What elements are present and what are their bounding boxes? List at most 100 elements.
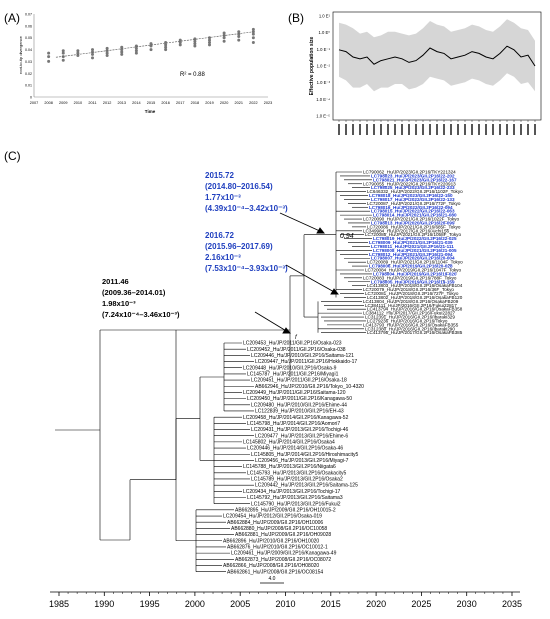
- b-ytick-label: 1.0 E⁰: [319, 30, 331, 35]
- n2-line-2: (2015.96–2017.69): [205, 242, 273, 251]
- a-ytick-label: 0.02: [25, 72, 32, 76]
- tip-label: LC145790_Hu/JP/2013/GII.2P16/Fukui2: [251, 501, 341, 507]
- a-data-point: [208, 38, 211, 42]
- tip-label: LC720087_Hu/JP/2021/GII.2P16/772F_Tokyo: [367, 201, 461, 206]
- a-data-point: [222, 31, 226, 35]
- annotation-node-2016: 2016.72 (2015.96–2017.69) 2.16x10⁻³ (7.5…: [205, 231, 288, 273]
- a-xtick-label: 2015: [147, 101, 155, 105]
- b-ytick-label: 1.0 E⁻⁴: [316, 97, 330, 102]
- a-data-point: [76, 51, 80, 55]
- tip-label-study: LC798017_Hu/JP/2022/GII.2P16/22-133: [371, 197, 455, 202]
- tip-label: LC720085_Hu/JP/2021/GII.2P16/1058F_Tokyo: [365, 232, 461, 237]
- tip-label: LC209442_Hu/JP/2013/GII.2P16/Saitama-125: [255, 483, 358, 489]
- a-data-point: [251, 40, 255, 44]
- time-axis-label: 2015: [321, 599, 341, 609]
- b-xtick-label: [443, 124, 445, 135]
- time-axis-label: 2000: [185, 599, 205, 609]
- a-data-point: [251, 27, 255, 31]
- tip-label-study: LC798021_Hu/JP/2023/GII.2P16/22-167: [373, 177, 457, 182]
- a-data-point: [134, 46, 138, 50]
- a-xtick-label: 2019: [205, 101, 213, 105]
- annotation-node-2011: 2011.46 (2009.36–2014.01) 1.98x10⁻³ (7.2…: [102, 277, 180, 319]
- n1-line-3: 1.77x10⁻³: [205, 193, 241, 202]
- a-xtick-label: 2007: [30, 101, 38, 105]
- b-xtick-label: [359, 124, 361, 135]
- a-data-point: [61, 58, 65, 62]
- a-data-point: [134, 51, 138, 55]
- annotation-arrows: [254, 212, 339, 334]
- tip-label: LC720086_Hu/JP/2021/GII.2P16/685F_Tokyo: [367, 224, 461, 229]
- tip-label: LC209447_Hu/JP/2011/GII.2P16/Hokkaido-17: [255, 359, 357, 365]
- tip-label: LC646332_Hu/JP/2022/GII.2P16/1102F_Tokyo: [367, 189, 463, 194]
- tip-label: AB662873_Hu/JP/2008/GII.2P16/OC08072: [235, 557, 331, 563]
- b-ytick-label: 1.0 E⁻³: [317, 80, 331, 85]
- tip-label: AB662946_Hu/JP/2010/GII.2P16/Tokyo_10-43…: [255, 384, 364, 390]
- b-median-line: [338, 45, 536, 67]
- b-xtick-label: [450, 124, 452, 135]
- tip-label: LC413804_Hu/JP/2018/GII.2P16/OsakaFB209: [363, 299, 459, 304]
- tip-label: LC145788_Hu/JP/2013/GII.2P16/Niigata6: [243, 464, 336, 470]
- a-data-point: [91, 48, 94, 52]
- n3-line-1: 2011.46: [102, 277, 129, 286]
- a-data-point: [105, 46, 109, 50]
- a-data-point: [164, 45, 168, 49]
- b-xtick-label: [345, 124, 347, 135]
- a-xtick-label: 2008: [44, 101, 52, 105]
- tip-label: LC145787_Hu/JP/2011/GII.2P16/Miyagi1: [247, 372, 339, 378]
- n3-line-4: (7.24x10⁻⁴–3.46x10⁻³): [102, 310, 180, 319]
- n3-line-2: (2009.36–2014.01): [102, 288, 166, 297]
- tip-label-study: LC798023_Hu/JP/2023/GII.2P16/22-202: [371, 173, 455, 178]
- b-xtick-label: [408, 124, 410, 135]
- tip-label: LC413793_Hu/JP/2016/GII.2P16/OsakaFB355: [363, 322, 459, 327]
- b-xtick-label: [436, 124, 438, 135]
- a-xtick-label: 2009: [59, 101, 67, 105]
- a-xtick-label: 2021: [235, 101, 243, 105]
- panel-label-b: (B): [288, 11, 304, 25]
- tip-label-study: LC798005_Hu/JP/2019/GII.2P16/19-159: [371, 279, 455, 284]
- a-ytick-label: 0.05: [25, 36, 32, 40]
- tip-label-study: LC798018_Hu/JP/2023/GII.2P16/22-150: [369, 193, 453, 198]
- b-ytick-label: 1.0 E¹: [319, 14, 331, 19]
- a-trendline: [55, 31, 254, 58]
- arrow-n3: [254, 311, 289, 333]
- a-data-point: [47, 51, 51, 55]
- tip-label-study: LC798013_Hu/JP/2020/GII.2P16/20-099: [371, 220, 455, 225]
- tip-label: LC145793_Hu/JP/2013/GII.2P16/Osakacity5: [247, 470, 346, 476]
- tip-label: LC209431_Hu/JP/2013/GII.2P16/Tochigi-46: [251, 427, 349, 433]
- time-axis-label: 2005: [230, 599, 250, 609]
- n1-line-1: 2015.72: [205, 171, 234, 180]
- tip-label: AB662876_Hu/JP/2010/GII.2P16/OC10012-1: [227, 545, 328, 551]
- b-hpd-band: [339, 19, 535, 92]
- a-data-point: [105, 51, 109, 55]
- b-ytick-label: 1.0 E⁻²: [317, 64, 331, 69]
- a-data-point: [193, 39, 197, 43]
- a-data-point: [164, 48, 168, 52]
- tip-label-study: LC798007_Hu/JP/2020/GII.2P16/20-004: [371, 256, 455, 261]
- time-axis-label: 2020: [366, 599, 386, 609]
- tip-label: LC122839_Hu/JP/2010/GII.2P16/EH-43: [255, 409, 344, 415]
- b-xtick-label: [394, 124, 396, 135]
- b-xtick-label: [380, 124, 382, 135]
- arrow-head-n1: [316, 227, 325, 234]
- a-data-point: [120, 45, 124, 49]
- a-xtick-label: 2017: [176, 101, 184, 105]
- a-ytick-label: 0.06: [25, 24, 32, 28]
- a-data-point: [237, 32, 241, 36]
- time-axis-label: 2030: [457, 599, 477, 609]
- a-data-point: [91, 56, 94, 60]
- node-label-f: f: [295, 335, 298, 341]
- b-xtick-label: [520, 124, 522, 135]
- tip-label: LC145789_Hu/JP/2013/GII.2P16/Osaka2: [251, 477, 343, 483]
- tip-label: LC209450_Hu/JP/2011/GII.2P16/Kanagawa-50: [247, 396, 352, 402]
- a-data-point: [134, 49, 138, 53]
- tree-branches: [55, 171, 372, 572]
- a-ytick-label: 0.04: [25, 48, 32, 52]
- arrow-n2: [285, 264, 337, 294]
- a-xlabel: Time: [145, 109, 156, 114]
- time-axis-label: 2035: [502, 599, 522, 609]
- b-xtick-label: [492, 124, 494, 135]
- a-xtick-label: 2013: [118, 101, 126, 105]
- a-xtick-label: 2010: [74, 101, 82, 105]
- tip-label: LC145792_Hu/JP/2013/GII.2P16/Saitama3: [247, 495, 343, 501]
- b-xtick-label: [352, 124, 354, 135]
